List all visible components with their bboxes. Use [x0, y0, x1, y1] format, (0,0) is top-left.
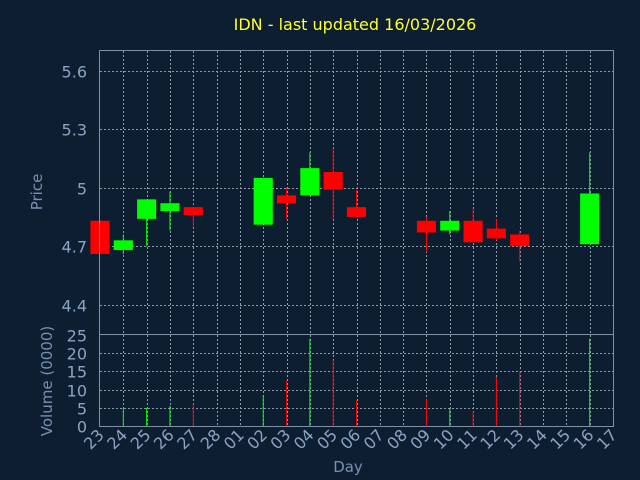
candle [160, 191, 180, 231]
candle-body [323, 172, 343, 190]
candle-body [137, 199, 157, 219]
candle [416, 216, 437, 253]
volume-y-tick-label: 25 [67, 327, 87, 346]
candle-body [253, 177, 273, 225]
candle-body [416, 220, 437, 233]
candle [463, 209, 483, 243]
x-axis-label: Day [333, 458, 363, 476]
candle-body [486, 228, 506, 239]
volume-panel-frame [99, 334, 614, 427]
price-y-tick-label: 5.3 [62, 121, 87, 140]
candle [346, 189, 367, 217]
x-tick-label: 17 [593, 425, 621, 453]
candle [137, 199, 157, 247]
candle-body [346, 207, 367, 217]
candle [113, 234, 133, 254]
candle-body [276, 195, 297, 204]
volume-y-tick-label: 10 [67, 382, 87, 401]
candle [183, 207, 203, 227]
price-axis-label: Price [28, 174, 46, 211]
candle [486, 218, 506, 241]
candle [510, 230, 530, 262]
volume-y-tick-label: 5 [77, 400, 87, 419]
candle [300, 152, 320, 196]
candle [276, 187, 297, 219]
chart-title: IDN - last updated 16/03/2026 [234, 15, 477, 34]
candle-body [113, 240, 133, 251]
price-panel: 4.4 4.7 5 5.3 5.6 Price [28, 50, 614, 335]
price-y-tick-label: 4.7 [62, 238, 87, 257]
volume-y-tick-label: 15 [67, 363, 87, 382]
volume-y-tick-label: 20 [67, 345, 87, 364]
volume-y-tick-label: 0 [77, 418, 87, 437]
price-y-tick-label: 4.4 [62, 297, 87, 316]
candle-body [463, 220, 483, 243]
candles [90, 148, 600, 262]
candle [323, 148, 343, 219]
candle [440, 211, 460, 235]
price-y-tick-label: 5 [77, 180, 87, 199]
volume-bars [122, 338, 591, 426]
candle-body [300, 168, 320, 196]
price-y-tick-label: 5.6 [62, 63, 87, 82]
candle-body [440, 220, 460, 231]
price-y-ticks: 4.4 4.7 5 5.3 5.6 [62, 63, 87, 316]
candle-body [160, 203, 180, 212]
candle-body [580, 193, 600, 245]
candle-body [510, 234, 530, 247]
candle-body [183, 207, 203, 215]
x-axis-ticks: 2324252627280102030405060708091011121314… [80, 425, 621, 453]
candle [253, 177, 273, 225]
candle [580, 152, 600, 245]
volume-axis-label: Volume (0000) [38, 326, 56, 436]
